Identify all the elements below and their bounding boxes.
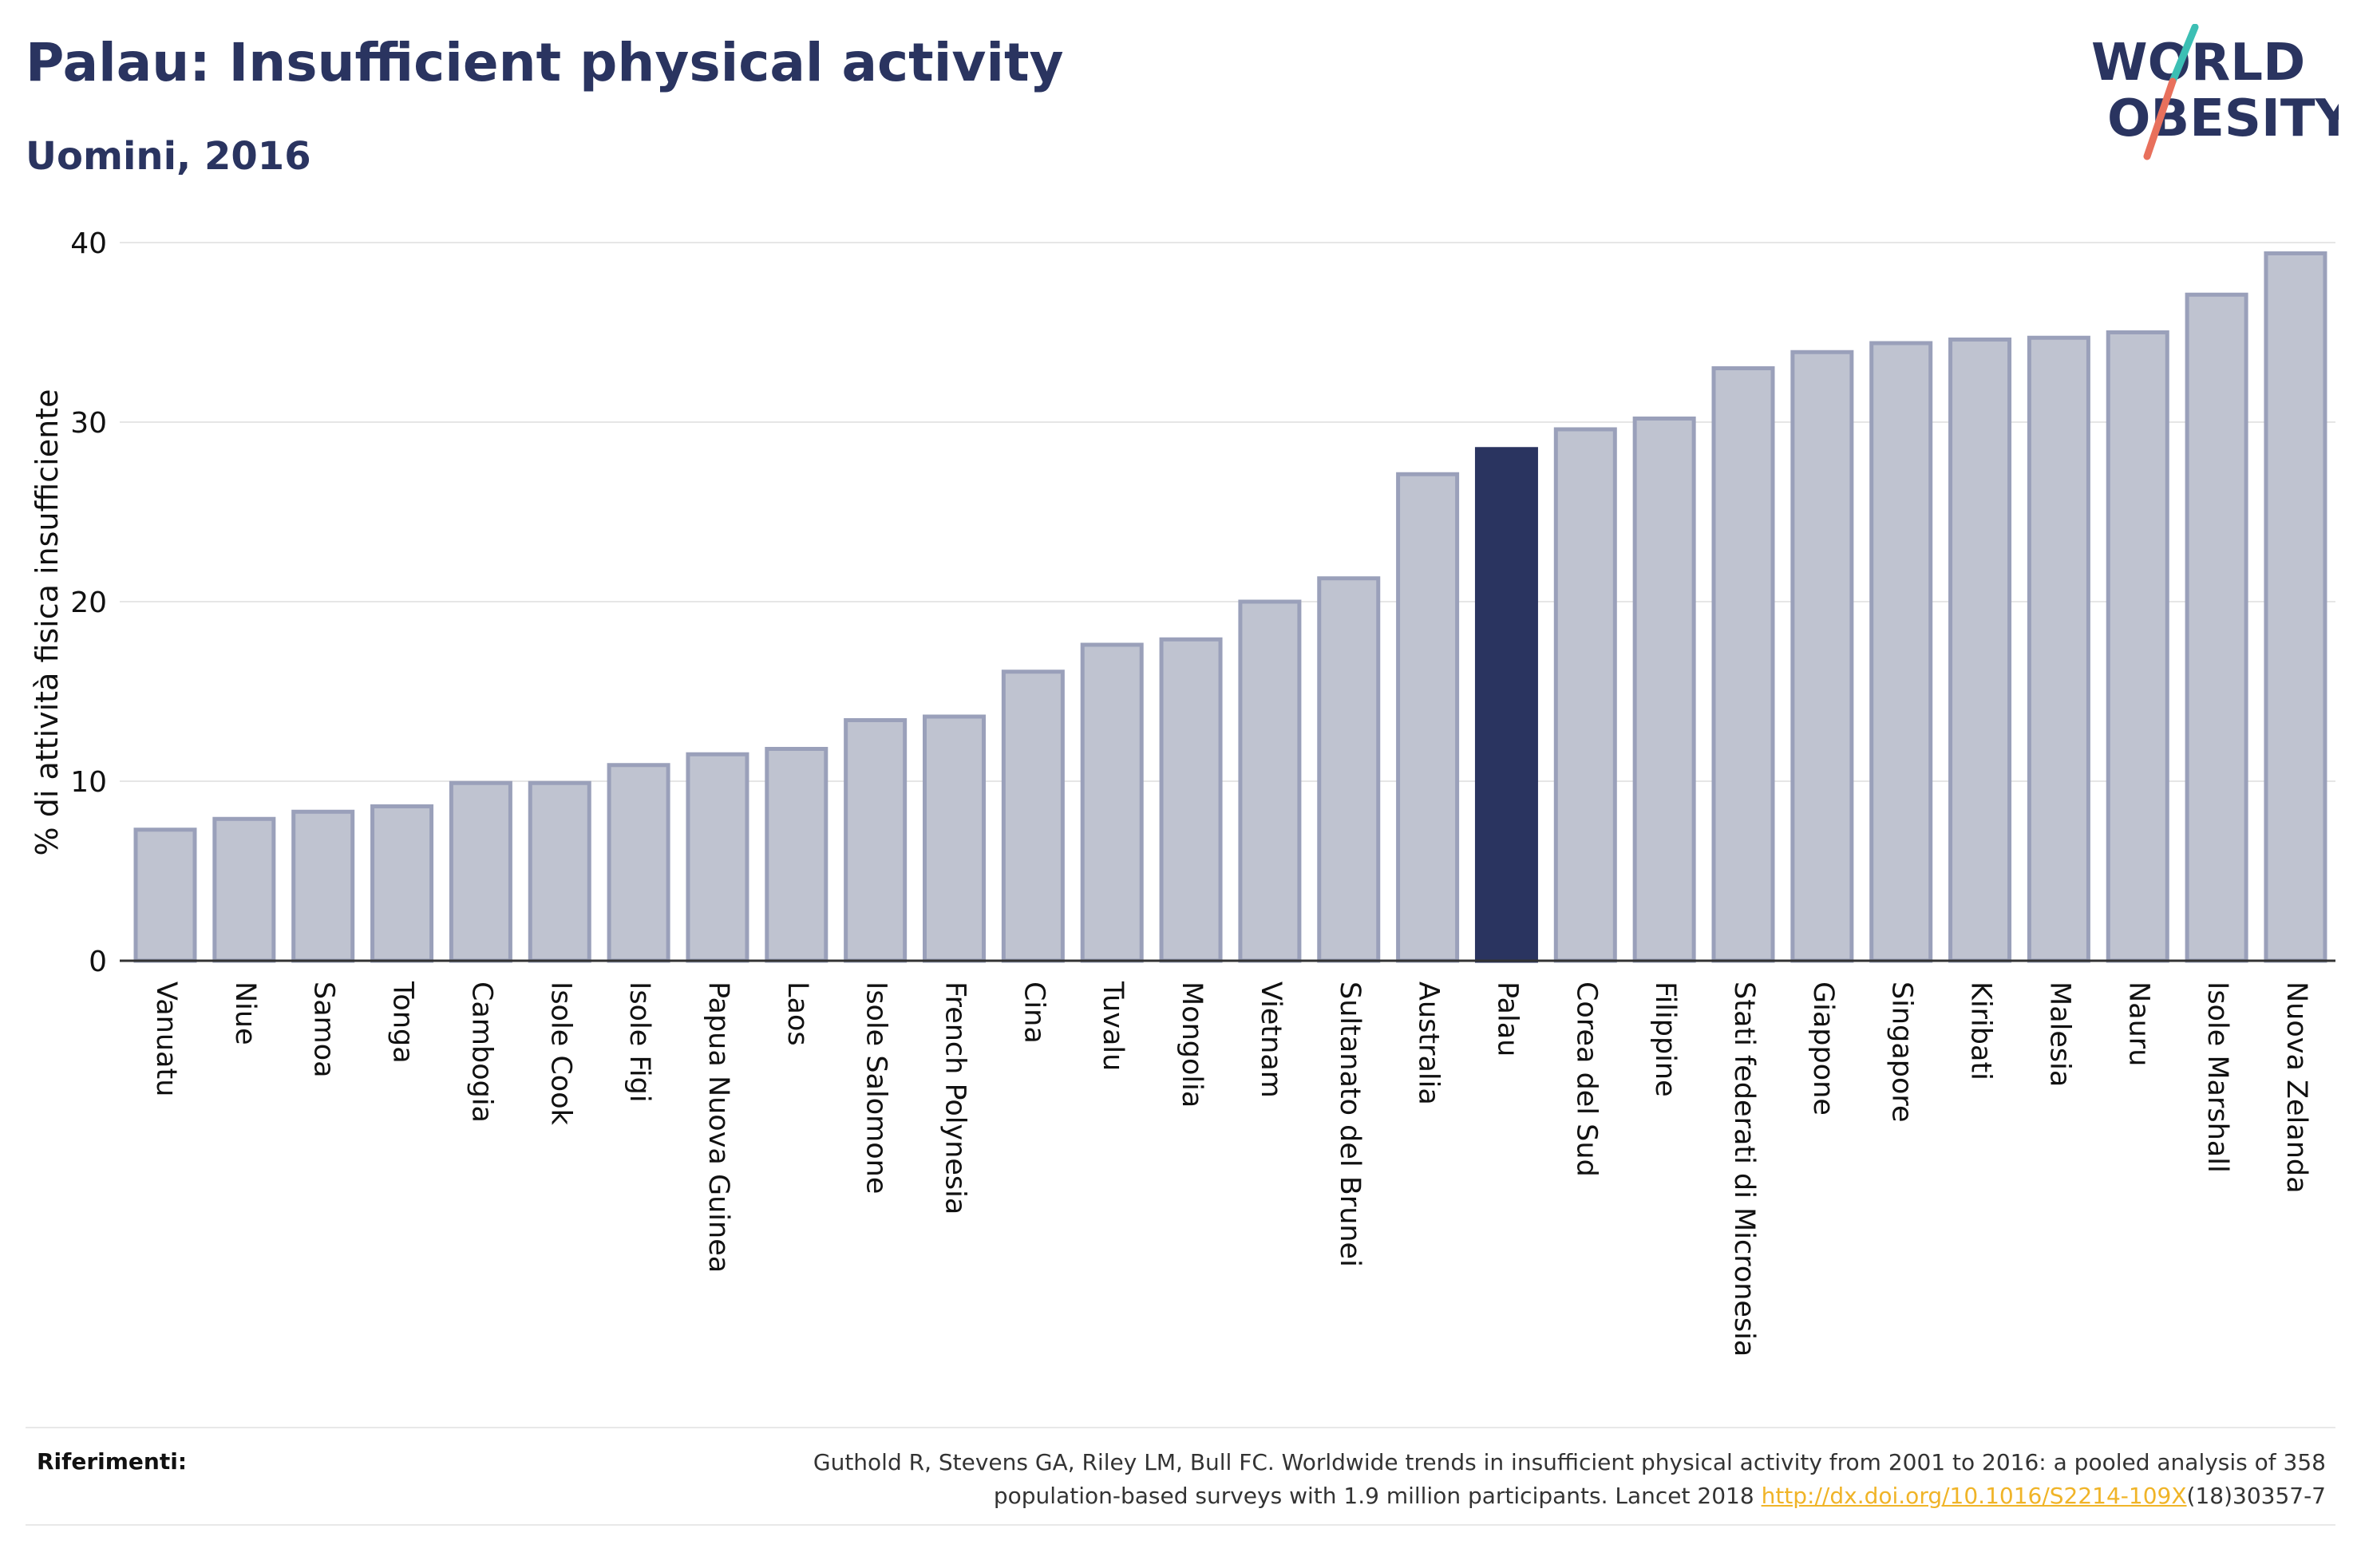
x-tick-label: Stati federati di Micronesia [1728, 981, 1760, 1357]
x-tick-label: Nuova Zelanda [2280, 981, 2312, 1194]
bar [133, 827, 197, 963]
logo-slash-top [2169, 24, 2199, 85]
x-tick-label: Tuvalu [1097, 981, 1129, 1071]
bar [291, 809, 355, 963]
bar [1080, 642, 1144, 963]
bar [1001, 669, 1065, 963]
bar [1632, 417, 1696, 963]
x-tick-label: Filippine [1649, 981, 1681, 1097]
x-tick-label: Isole Figi [623, 981, 655, 1103]
bar [1869, 341, 1933, 963]
x-tick-label: Isole Marshall [2201, 981, 2233, 1173]
bar [923, 714, 986, 963]
bar [1159, 637, 1223, 963]
x-tick-label: Tonga [387, 981, 419, 1064]
y-tick-label: 20 [70, 587, 107, 619]
bar [1790, 350, 1854, 963]
x-tick-label: Laos [781, 981, 813, 1046]
bar [2106, 330, 2169, 963]
references-text: Guthold R, Stevens GA, Riley LM, Bull FC… [570, 1446, 2326, 1513]
x-tick-label: Mongolia [1176, 981, 1208, 1108]
bars [133, 251, 2327, 963]
x-tick-label: Vanuatu [150, 981, 182, 1096]
bar [686, 752, 749, 963]
x-tick-label: Corea del Sud [1570, 981, 1602, 1177]
x-tick-label: Cambogia [465, 981, 497, 1123]
logo-slash-bottom [2143, 77, 2177, 160]
bar [1317, 576, 1381, 963]
x-tick-label: Australia [1413, 981, 1445, 1105]
x-tick-label: Niue [229, 981, 261, 1045]
bar [528, 780, 591, 963]
x-tick-label: Isole Cook [544, 981, 576, 1126]
x-tick-label: Isole Salomone [860, 981, 892, 1194]
footer-divider-top [26, 1427, 2335, 1428]
x-tick-label: Nauru [2122, 981, 2154, 1066]
references-label: Riferimenti: [37, 1448, 188, 1475]
references-line1: Guthold R, Stevens GA, Riley LM, Bull FC… [813, 1449, 2326, 1475]
bar [1711, 366, 1775, 963]
bar-highlight [1474, 447, 1538, 963]
references-doi-link[interactable]: http://dx.doi.org/10.1016/S2214-109X [1761, 1483, 2187, 1509]
labels: 0 10 20 30 40 Vanuatu Niue Samoa Tonga Cambogia Is… [70, 227, 2312, 1357]
references-line2: population-based surveys with 1.9 millio… [993, 1483, 1762, 1509]
bar [1553, 427, 1617, 963]
bar [212, 816, 276, 963]
bar [370, 804, 434, 963]
x-tick-label: Vietnam [1255, 981, 1287, 1098]
footer-divider-bottom [26, 1524, 2335, 1526]
logo-text-world: WORLD [2091, 34, 2305, 93]
y-axis-title: % di attività fisica insufficiente [30, 389, 65, 856]
bar [2185, 292, 2248, 963]
world-obesity-logo: WORLD OBESITY [2091, 24, 2339, 160]
x-tick-label: Samoa [308, 981, 340, 1078]
bar [449, 780, 512, 963]
y-tick-label: 0 [89, 946, 107, 978]
bar [1948, 338, 2012, 963]
references-line2-end: (18)30357-7 [2186, 1483, 2326, 1509]
x-tick-label: Kiribati [1965, 981, 1997, 1080]
y-tick-label: 10 [70, 766, 107, 799]
x-tick-label: Malesia [2043, 981, 2075, 1087]
x-tick-label: Papua Nuova Guinea [702, 981, 734, 1273]
bar [844, 718, 908, 963]
y-tick-label: 40 [70, 227, 107, 260]
y-tick-label: 30 [70, 407, 107, 440]
logo-text-obesity: OBESITY [2107, 89, 2339, 148]
chart-subtitle: Uomini, 2016 [26, 134, 311, 179]
bar [1396, 472, 1460, 963]
x-tick-label: Sultanato del Brunei [1334, 981, 1366, 1267]
x-tick-label: Singapore [1886, 981, 1918, 1123]
chart-title: Palau: Insufficient physical activity [26, 32, 1064, 93]
bar [765, 747, 829, 963]
x-tick-label: Giappone [1807, 981, 1839, 1116]
bar [607, 763, 670, 963]
x-tick-label: French Polynesia [939, 981, 971, 1215]
bar [2264, 251, 2327, 963]
bar [2027, 335, 2090, 963]
bar [1238, 599, 1302, 963]
x-tick-label: Palau [1491, 981, 1523, 1057]
x-tick-label: Cina [1018, 981, 1050, 1044]
